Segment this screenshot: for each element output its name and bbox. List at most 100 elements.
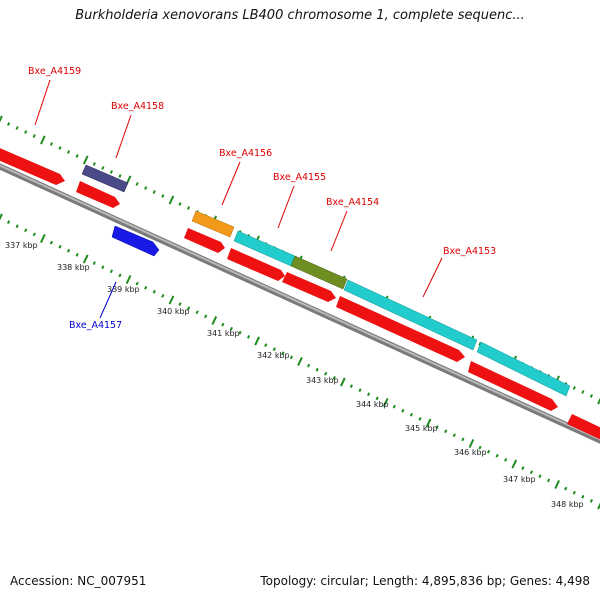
- gc-dash: [529, 470, 534, 475]
- gc-dash: [168, 295, 175, 305]
- leader-line: [115, 114, 132, 159]
- leader-line: [221, 161, 241, 206]
- gc-dash: [144, 186, 148, 190]
- gc-dash: [58, 244, 62, 249]
- feature-cyan-3[interactable]: [476, 341, 571, 397]
- gc-dash: [32, 232, 36, 237]
- gc-dash: [495, 453, 499, 458]
- gc-dash: [281, 351, 285, 356]
- gc-dash: [324, 371, 328, 376]
- gc-dash: [24, 228, 28, 233]
- feature-cyan-2[interactable]: [343, 279, 478, 351]
- gc-dash: [101, 166, 105, 170]
- gc-dash: [382, 398, 389, 407]
- gene-arrow-bxe-a4157[interactable]: [111, 225, 160, 257]
- gc-dash: [49, 240, 54, 245]
- leader-line: [330, 210, 348, 252]
- gc-dash: [178, 302, 182, 306]
- gc-dash: [40, 135, 46, 145]
- gc-dash: [581, 494, 585, 499]
- gc-dash: [581, 390, 585, 394]
- gene-arrow-bxe-a4153b[interactable]: [468, 361, 558, 411]
- kbp-tick-label: 338 kbp: [57, 263, 90, 272]
- gc-dash: [264, 343, 268, 347]
- gene-labels: Bxe_A4159 Bxe_A4158 Bxe_A4156 Bxe_A4155 Bxe_…: [28, 66, 496, 331]
- gc-dash: [468, 439, 475, 448]
- gc-dash: [66, 150, 71, 154]
- gc-dash: [425, 418, 432, 428]
- kbp-tick-label: 348 kbp: [551, 500, 584, 509]
- gc-dash: [125, 275, 132, 284]
- gc-dash: [289, 355, 294, 360]
- gc-dash: [418, 417, 422, 421]
- gc-dash: [161, 294, 165, 298]
- feature-orange-bxe-a4156[interactable]: [191, 210, 235, 238]
- leader-line: [422, 257, 443, 298]
- kbp-tick-label: 341 kbp: [207, 329, 240, 338]
- gc-dash: [32, 134, 36, 138]
- gc-dash: [486, 449, 491, 454]
- leader-line: [34, 79, 51, 126]
- gc-dash: [315, 367, 319, 372]
- gc-dash: [118, 273, 122, 278]
- gc-dash: [161, 194, 165, 198]
- gc-dash: [0, 213, 3, 221]
- gc-dash: [92, 162, 96, 166]
- gc-dash: [452, 433, 456, 438]
- gene-arrow-bxe-a4158[interactable]: [76, 181, 120, 208]
- gc-dash: [82, 254, 89, 264]
- kbp-tick-label: 347 kbp: [503, 475, 536, 484]
- gc-dash: [152, 190, 156, 194]
- gc-dash: [435, 425, 439, 429]
- gc-dash: [478, 445, 482, 450]
- gc-dash: [504, 458, 508, 462]
- gene-label-bxe-a4156[interactable]: Bxe_A4156: [219, 148, 272, 159]
- gc-dash: [82, 155, 89, 165]
- gene-arrow-bxe-a4156[interactable]: [184, 228, 225, 253]
- gene-label-bxe-a4159[interactable]: Bxe_A4159: [28, 66, 81, 77]
- kbp-tick-label: 339 kbp: [107, 285, 140, 294]
- gene-arrow-bxe-a4153a[interactable]: [336, 296, 465, 362]
- gene-label-bxe-a4154[interactable]: Bxe_A4154: [326, 197, 379, 208]
- gc-dash: [49, 142, 54, 146]
- gc-dash: [597, 502, 600, 510]
- gene-arrow-bxe-a4155[interactable]: [227, 248, 285, 281]
- gene-label-bxe-a4157[interactable]: Bxe_A4157: [69, 320, 122, 331]
- gc-dash: [375, 396, 379, 401]
- gc-dash: [15, 224, 19, 229]
- gc-dash: [135, 182, 139, 186]
- gc-dash: [511, 459, 518, 469]
- gc-dash: [554, 480, 560, 489]
- leader-line: [99, 281, 117, 319]
- gc-dash: [546, 478, 551, 483]
- gc-dash: [597, 397, 600, 405]
- gc-dash: [6, 220, 11, 224]
- gc-dash: [246, 335, 251, 339]
- gc-dash: [572, 490, 576, 495]
- gc-dash: [58, 146, 62, 150]
- gc-dash: [6, 122, 11, 126]
- feature-olive-bxe-a4155[interactable]: [290, 255, 348, 290]
- gene-label-bxe-a4153[interactable]: Bxe_A4153: [443, 246, 496, 257]
- gene-arrow-edge[interactable]: [567, 414, 600, 444]
- gc-dash: [564, 486, 568, 491]
- gc-dash: [538, 474, 542, 479]
- gc-dash: [204, 314, 208, 319]
- gc-dash: [144, 285, 148, 290]
- gc-dash: [109, 269, 114, 274]
- gene-label-bxe-a4155[interactable]: Bxe_A4155: [273, 172, 326, 183]
- gc-dash: [306, 363, 311, 368]
- kbp-tick-label: 340 kbp: [157, 307, 190, 316]
- gene-label-bxe-a4158[interactable]: Bxe_A4158: [111, 101, 164, 112]
- gc-dash: [272, 347, 276, 352]
- gc-dash: [40, 234, 46, 243]
- gene-arrow-bxe-a4154[interactable]: [282, 272, 336, 302]
- kbp-tick-label: 343 kbp: [306, 376, 339, 385]
- feature-slate-bxe-a4158[interactable]: [81, 164, 129, 193]
- gc-dash: [409, 412, 414, 417]
- gc-dash: [168, 195, 175, 205]
- gc-dash: [521, 466, 525, 470]
- gene-arrow-bxe-a4159[interactable]: [0, 146, 65, 185]
- gc-dash: [461, 437, 465, 442]
